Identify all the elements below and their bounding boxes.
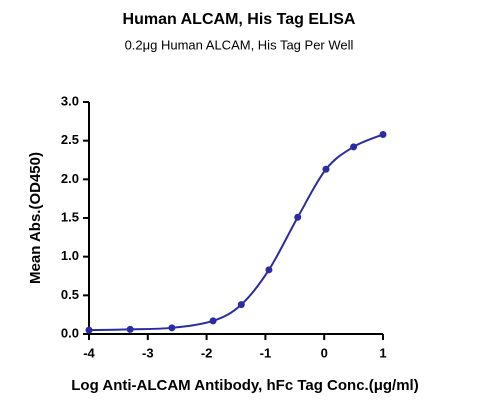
data-point xyxy=(209,317,217,325)
chart-title: Human ALCAM, His Tag ELISA xyxy=(123,11,356,28)
x-tick-label: -1 xyxy=(260,345,272,360)
chart-subtitle: 0.2μg Human ALCAM, His Tag Per Well xyxy=(125,37,354,52)
data-point xyxy=(168,324,176,332)
data-point xyxy=(350,143,358,151)
x-axis-label: Log Anti-ALCAM Antibody, hFc Tag Conc.(μ… xyxy=(71,377,418,394)
y-tick-label: 2.5 xyxy=(61,132,79,147)
fit-curve xyxy=(88,133,384,332)
x-tick-label: 0 xyxy=(321,345,328,360)
x-tick-label: -4 xyxy=(83,345,95,360)
x-tick-label: -2 xyxy=(201,345,213,360)
data-point xyxy=(294,213,302,221)
y-tick-label: 0.0 xyxy=(61,325,79,340)
y-tick-label: 2.0 xyxy=(61,171,79,186)
data-point xyxy=(265,266,273,274)
data-point xyxy=(379,130,387,138)
y-tick-label: 1.0 xyxy=(61,248,79,263)
x-tick-label: 1 xyxy=(379,345,386,360)
data-point xyxy=(126,325,134,333)
y-tick-label: 3.0 xyxy=(61,93,79,108)
x-tick-label: -3 xyxy=(142,345,154,360)
y-axis-label: Mean Abs.(OD450) xyxy=(27,152,44,284)
data-point xyxy=(85,326,93,334)
data-point xyxy=(322,165,330,173)
data-point xyxy=(237,301,245,309)
y-tick-label: 1.5 xyxy=(61,209,79,224)
y-tick-label: 0.5 xyxy=(61,287,79,302)
